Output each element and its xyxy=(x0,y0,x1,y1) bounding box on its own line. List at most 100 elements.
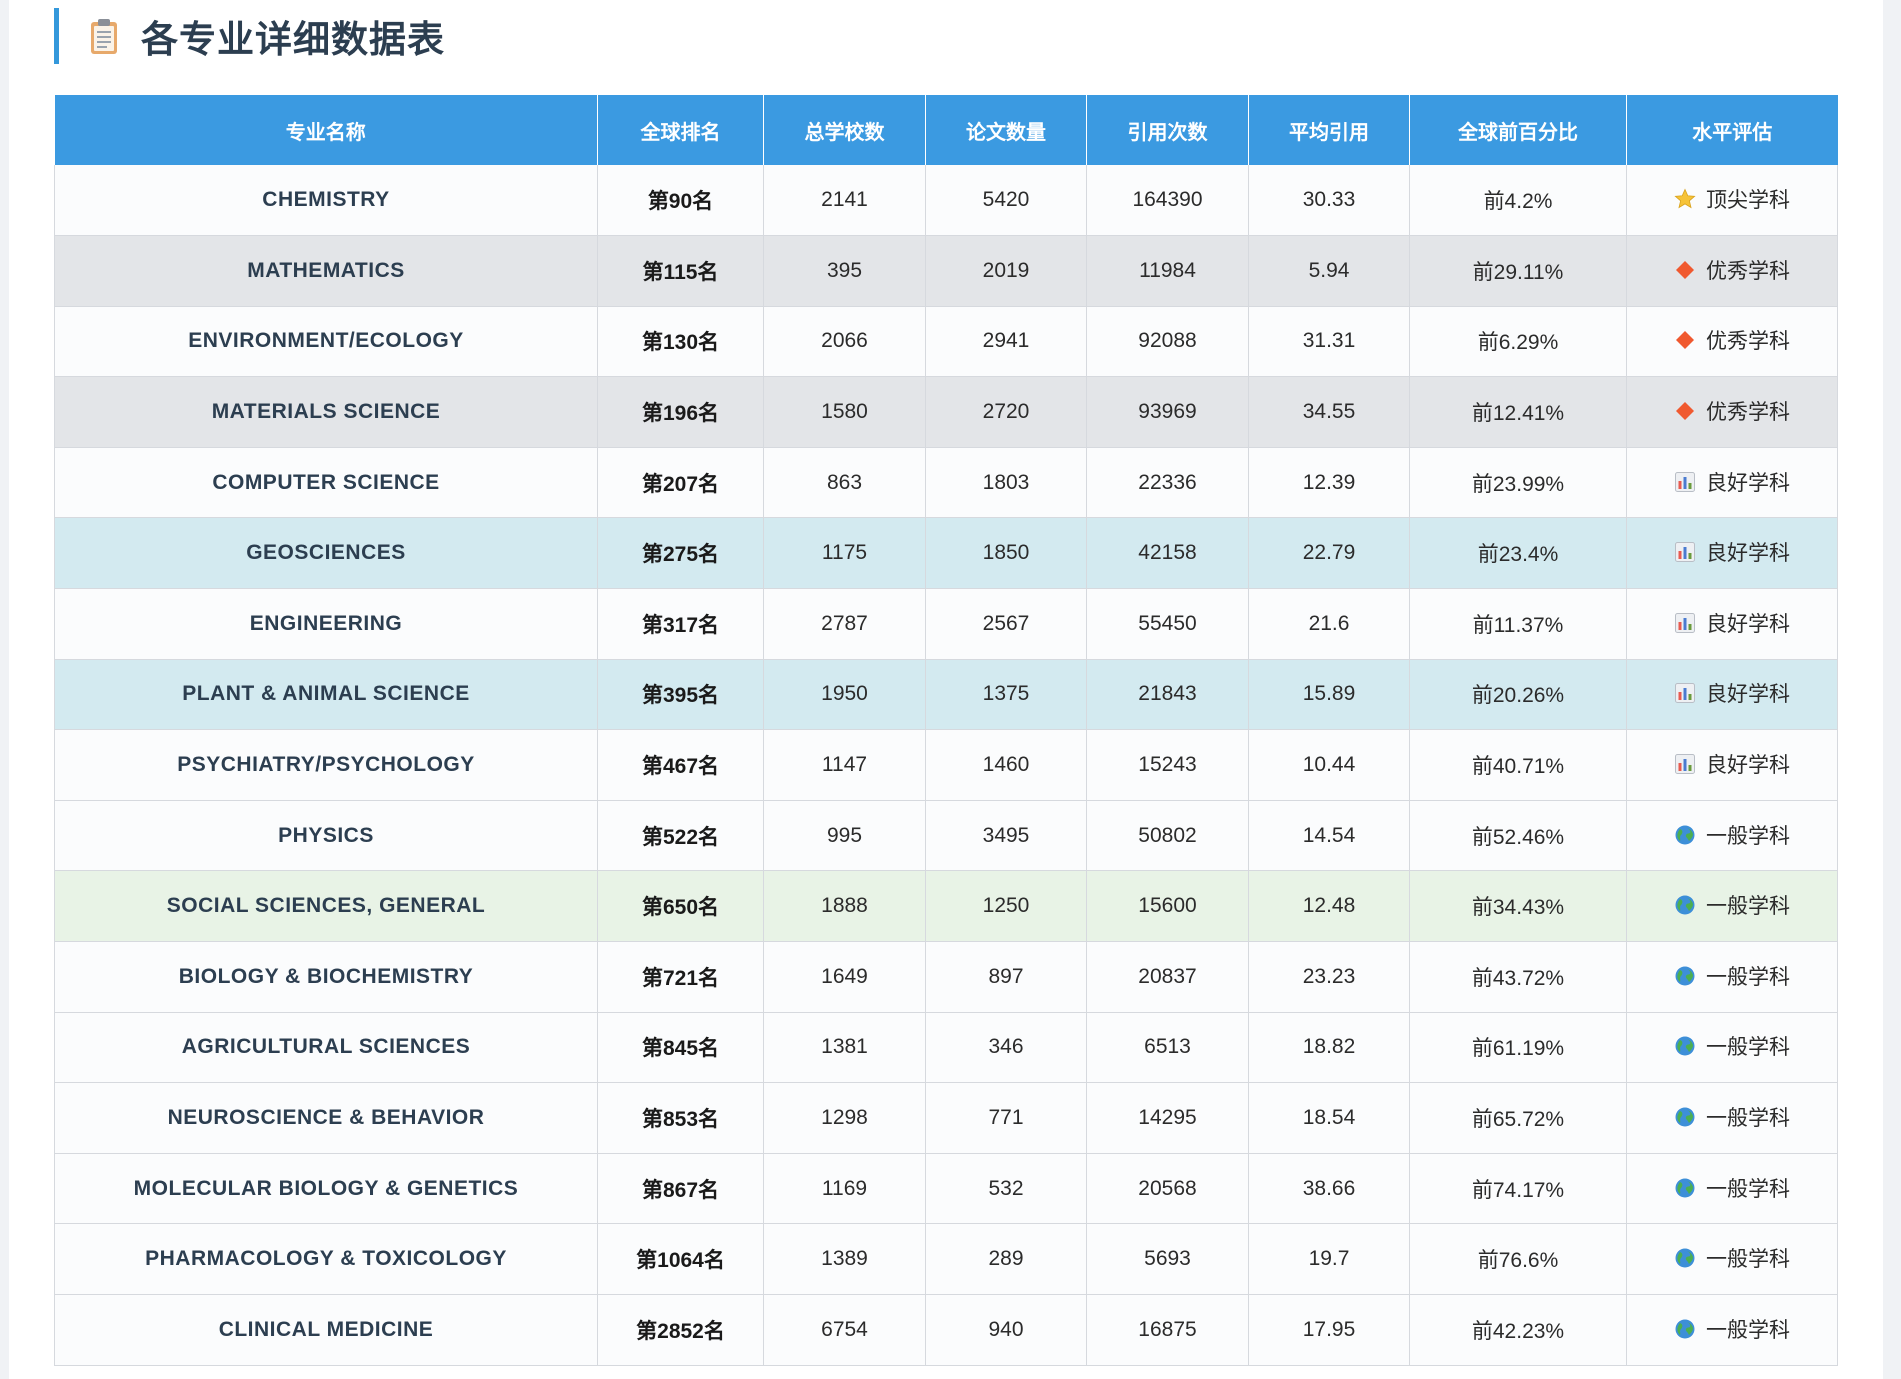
papers-cell: 1850 xyxy=(925,517,1087,590)
global-percentile-cell: 前61.19% xyxy=(1409,1012,1627,1084)
level-cell: 一般学科 xyxy=(1626,1294,1838,1366)
column-header-total-schools[interactable]: 总学校数 xyxy=(763,95,926,165)
major-name-cell: SOCIAL SCIENCES, GENERAL xyxy=(54,870,598,943)
global-rank-cell: 第275名 xyxy=(597,517,764,590)
global-rank-cell: 第90名 xyxy=(597,165,764,237)
avg-citations-cell: 18.82 xyxy=(1248,1012,1410,1084)
citations-cell: 14295 xyxy=(1086,1082,1249,1154)
citations-cell: 6513 xyxy=(1086,1012,1249,1084)
level-badge: 一般学科 xyxy=(1674,961,1790,991)
bar-chart-icon xyxy=(1674,541,1696,563)
global-percentile-cell: 前12.41% xyxy=(1409,376,1627,448)
major-data-table: 专业名称 全球排名 总学校数 论文数量 引用次数 平均引用 全球前百分比 水平评… xyxy=(54,95,1838,1366)
level-cell: 一般学科 xyxy=(1626,1153,1838,1225)
avg-citations-cell: 30.33 xyxy=(1248,165,1410,237)
globe-icon xyxy=(1674,1177,1696,1199)
table-row[interactable]: MOLECULAR BIOLOGY & GENETICS 第867名 1169 532… xyxy=(54,1153,1838,1225)
column-header-global-rank[interactable]: 全球排名 xyxy=(597,95,764,165)
global-percentile-cell: 前76.6% xyxy=(1409,1223,1627,1295)
total-schools-cell: 2787 xyxy=(763,588,926,660)
column-header-avg-citations[interactable]: 平均引用 xyxy=(1248,95,1410,165)
level-cell: 优秀学科 xyxy=(1626,306,1838,378)
total-schools-cell: 1888 xyxy=(763,870,926,943)
level-cell: 良好学科 xyxy=(1626,588,1838,660)
global-rank-cell: 第196名 xyxy=(597,376,764,448)
citations-cell: 22336 xyxy=(1086,447,1249,519)
citations-cell: 11984 xyxy=(1086,235,1249,307)
level-badge: 一般学科 xyxy=(1674,1031,1790,1061)
table-row[interactable]: NEUROSCIENCE & BEHAVIOR 第853名 1298 771 14295… xyxy=(54,1082,1838,1154)
global-rank-cell: 第2852名 xyxy=(597,1294,764,1366)
table-row[interactable]: PLANT & ANIMAL SCIENCE 第395名 1950 1375 21843… xyxy=(54,659,1838,731)
global-rank-cell: 第845名 xyxy=(597,1012,764,1084)
table-row[interactable]: PHARMACOLOGY & TOXICOLOGY 第1064名 1389 289 56… xyxy=(54,1223,1838,1295)
table-row[interactable]: ENVIRONMENT/ECOLOGY 第130名 2066 2941 92088 31.… xyxy=(54,306,1838,378)
table-row[interactable]: MATERIALS SCIENCE 第196名 1580 2720 93969 34.55… xyxy=(54,376,1838,448)
level-cell: 顶尖学科 xyxy=(1626,165,1838,237)
avg-citations-cell: 17.95 xyxy=(1248,1294,1410,1366)
level-cell: 良好学科 xyxy=(1626,659,1838,731)
citations-cell: 164390 xyxy=(1086,165,1249,237)
citations-cell: 15600 xyxy=(1086,870,1249,943)
global-percentile-cell: 前11.37% xyxy=(1409,588,1627,660)
papers-cell: 771 xyxy=(925,1082,1087,1154)
total-schools-cell: 1175 xyxy=(763,517,926,590)
table-body: CHEMISTRY 第90名 2141 5420 164390 30.33 前4.2% 顶尖学… xyxy=(54,165,1838,1366)
total-schools-cell: 395 xyxy=(763,235,926,307)
avg-citations-cell: 12.48 xyxy=(1248,870,1410,943)
papers-cell: 2567 xyxy=(925,588,1087,660)
global-rank-cell: 第721名 xyxy=(597,941,764,1013)
major-name-cell: MOLECULAR BIOLOGY & GENETICS xyxy=(54,1153,598,1225)
global-rank-cell: 第395名 xyxy=(597,659,764,731)
avg-citations-cell: 15.89 xyxy=(1248,659,1410,731)
avg-citations-cell: 5.94 xyxy=(1248,235,1410,307)
table-row[interactable]: SOCIAL SCIENCES, GENERAL 第650名 1888 1250 156… xyxy=(54,870,1838,943)
level-label: 优秀学科 xyxy=(1706,401,1790,425)
global-rank-cell: 第853名 xyxy=(597,1082,764,1154)
table-row[interactable]: COMPUTER SCIENCE 第207名 863 1803 22336 12.39 前2… xyxy=(54,447,1838,519)
papers-cell: 3495 xyxy=(925,800,1087,872)
table-row[interactable]: ENGINEERING 第317名 2787 2567 55450 21.6 前11.37%… xyxy=(54,588,1838,660)
table-row[interactable]: GEOSCIENCES 第275名 1175 1850 42158 22.79 前23.4%… xyxy=(54,517,1838,590)
avg-citations-cell: 12.39 xyxy=(1248,447,1410,519)
globe-icon xyxy=(1674,1035,1696,1057)
total-schools-cell: 1298 xyxy=(763,1082,926,1154)
global-percentile-cell: 前23.99% xyxy=(1409,447,1627,519)
column-header-citations[interactable]: 引用次数 xyxy=(1086,95,1249,165)
content-panel: 各专业详细数据表 专业名称 全球排名 总学校数 论文数量 引用次数 平均引用 全… xyxy=(9,0,1883,1379)
table-row[interactable]: BIOLOGY & BIOCHEMISTRY 第721名 1649 897 20837 2… xyxy=(54,941,1838,1013)
papers-cell: 1250 xyxy=(925,870,1087,943)
papers-cell: 532 xyxy=(925,1153,1087,1225)
major-name-cell: MATERIALS SCIENCE xyxy=(54,376,598,448)
bar-chart-icon xyxy=(1674,753,1696,775)
level-label: 顶尖学科 xyxy=(1706,189,1790,213)
column-header-level[interactable]: 水平评估 xyxy=(1626,95,1838,165)
level-badge: 良好学科 xyxy=(1674,678,1790,708)
table-row[interactable]: PHYSICS 第522名 995 3495 50802 14.54 前52.46% 一般学科 xyxy=(54,800,1838,872)
section-header: 各专业详细数据表 xyxy=(54,8,445,64)
citations-cell: 5693 xyxy=(1086,1223,1249,1295)
level-cell: 一般学科 xyxy=(1626,1012,1838,1084)
citations-cell: 20837 xyxy=(1086,941,1249,1013)
column-header-papers[interactable]: 论文数量 xyxy=(925,95,1087,165)
globe-icon xyxy=(1674,1106,1696,1128)
avg-citations-cell: 18.54 xyxy=(1248,1082,1410,1154)
level-badge: 一般学科 xyxy=(1674,1173,1790,1203)
major-name-cell: CLINICAL MEDICINE xyxy=(54,1294,598,1366)
table-row[interactable]: PSYCHIATRY/PSYCHOLOGY 第467名 1147 1460 15243 1… xyxy=(54,729,1838,801)
level-badge: 良好学科 xyxy=(1674,749,1790,779)
level-label: 一般学科 xyxy=(1706,824,1790,848)
star-icon xyxy=(1674,188,1696,210)
column-header-major[interactable]: 专业名称 xyxy=(54,95,598,165)
global-percentile-cell: 前40.71% xyxy=(1409,729,1627,801)
column-header-global-percentile[interactable]: 全球前百分比 xyxy=(1409,95,1627,165)
papers-cell: 1460 xyxy=(925,729,1087,801)
papers-cell: 2019 xyxy=(925,235,1087,307)
level-cell: 一般学科 xyxy=(1626,941,1838,1013)
table-row[interactable]: CLINICAL MEDICINE 第2852名 6754 940 16875 17.95… xyxy=(54,1294,1838,1366)
table-row[interactable]: MATHEMATICS 第115名 395 2019 11984 5.94 前29.11% 优… xyxy=(54,235,1838,307)
table-row[interactable]: CHEMISTRY 第90名 2141 5420 164390 30.33 前4.2% 顶尖学… xyxy=(54,165,1838,237)
globe-icon xyxy=(1674,965,1696,987)
table-row[interactable]: AGRICULTURAL SCIENCES 第845名 1381 346 6513 18.… xyxy=(54,1012,1838,1084)
level-badge: 顶尖学科 xyxy=(1674,184,1790,214)
